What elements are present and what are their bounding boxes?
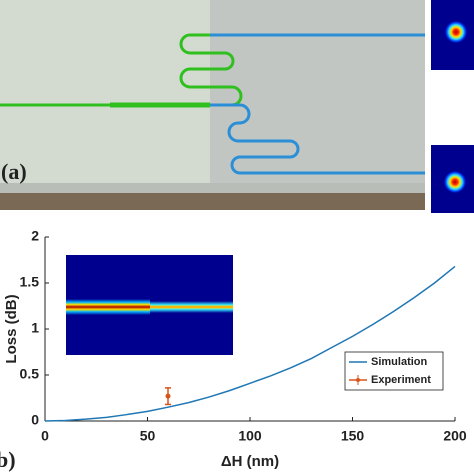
y-axis-title: Loss (dB) bbox=[3, 294, 20, 363]
x-tick-label: 100 bbox=[238, 428, 262, 444]
panel-label: b) bbox=[0, 447, 16, 472]
x-tick-label: 150 bbox=[341, 428, 365, 444]
y-tick-label: 0 bbox=[31, 412, 39, 428]
legend-swatch-point bbox=[356, 378, 360, 382]
data-point bbox=[165, 393, 171, 399]
device-illustration bbox=[0, 0, 474, 213]
legend-label: Simulation bbox=[371, 356, 428, 368]
y-tick-label: 0.5 bbox=[20, 366, 40, 382]
y-tick-label: 1.5 bbox=[20, 274, 40, 290]
x-tick-label: 0 bbox=[41, 428, 49, 444]
x-axis-title: ΔH (nm) bbox=[221, 453, 279, 470]
panel-label: (a) bbox=[1, 159, 27, 184]
x-tick-label: 200 bbox=[443, 428, 467, 444]
y-tick-label: 2 bbox=[31, 228, 39, 244]
inset-field-image bbox=[66, 255, 233, 355]
y-tick-label: 1 bbox=[31, 320, 39, 336]
legend-box bbox=[344, 351, 444, 391]
x-tick-label: 50 bbox=[140, 428, 156, 444]
legend-label: Experiment bbox=[371, 374, 431, 386]
line-series bbox=[44, 265, 456, 422]
